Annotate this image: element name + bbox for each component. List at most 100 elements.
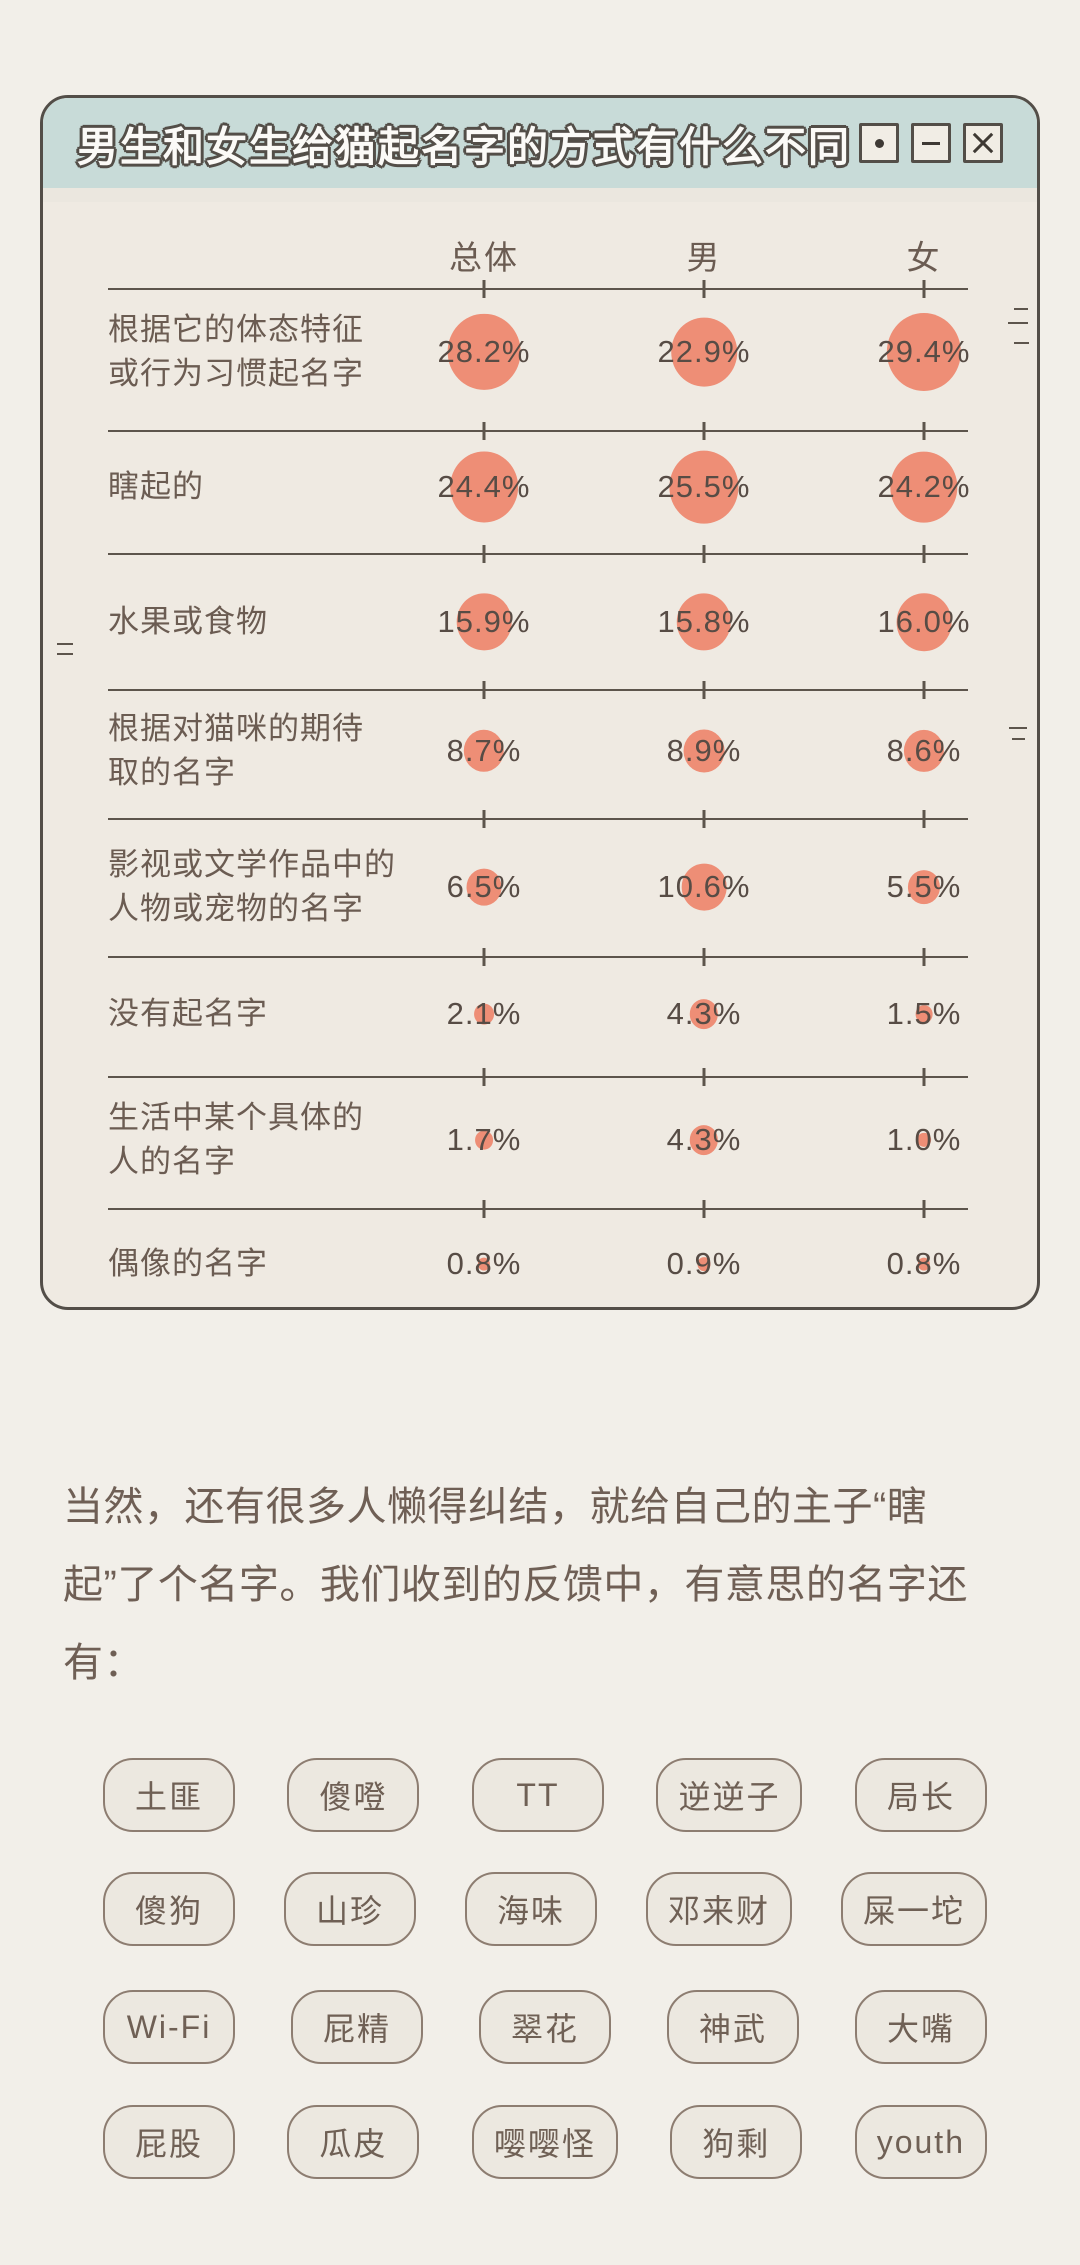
divider-tick [702,1068,706,1086]
name-tag-pill: 翠花 [479,1990,611,2064]
data-value-label: 8.9% [666,733,742,768]
window-close-button[interactable] [963,123,1003,163]
row-divider [108,430,968,432]
name-tag-pill: youth [854,2105,987,2179]
data-bubble [697,1257,711,1271]
row-divider [108,1208,968,1210]
data-value-label: 1.5% [886,996,962,1031]
name-tag-pill: 屁股 [103,2105,235,2179]
data-value-label: 16.0% [877,604,971,639]
divider-tick [702,810,706,828]
divider-tick [482,1200,486,1218]
name-tag-pill: 屁精 [291,1990,423,2064]
column-header-2: 男 [686,239,722,276]
data-bubble [671,317,737,387]
divider-tick [702,948,706,966]
name-tag-row: Wi-Fi 屁精 翠花 神武 大嘴 [103,1990,987,2064]
data-value-label: 4.3% [666,996,742,1031]
data-bubble [683,729,725,773]
data-value-label: 28.2% [437,334,531,369]
name-tag-pill: TT [471,1758,604,1832]
divider-tick [702,1200,706,1218]
name-tag-pill: 傻狗 [103,1872,235,1946]
name-tag-pill: 傻噔 [287,1758,420,1832]
data-bubble [915,1005,933,1023]
name-tag-pill: 狗剩 [670,2105,803,2179]
name-tag-pill: 邓来财 [645,1872,792,1946]
row-divider [108,818,968,820]
body-text: 当然，还有很多人懒得纠结，就给自己的主子“瞎起”了个名字。我们收到的反馈中，有意… [63,1485,968,1685]
row-label: 生活中某个具体的 人的名字 [108,1100,364,1179]
name-tag-pill: 屎一坨 [840,1872,987,1946]
sketch-mark [57,653,73,655]
data-value-label: 15.8% [657,604,751,639]
data-bubble [886,313,962,391]
data-bubble [463,729,505,773]
data-bubble [890,451,958,523]
window-dot-button[interactable] [859,123,899,163]
name-tag-pill: 大嘴 [855,1990,987,2064]
data-value-label: 10.6% [657,869,751,904]
data-bubble [917,1132,931,1148]
divider-tick [702,545,706,563]
data-value-label: 1.7% [446,1122,522,1157]
row-divider [108,553,968,555]
divider-tick [482,810,486,828]
name-tag-pill: 山珍 [283,1872,416,1946]
data-value-label: 0.8% [446,1246,522,1281]
data-value-label: 4.3% [666,1122,742,1157]
data-bubble [676,593,732,651]
divider-tick [922,1200,926,1218]
divider-tick [482,422,486,440]
divider-tick [922,948,926,966]
sketch-mark [1012,738,1025,740]
data-value-label: 1.0% [886,1122,962,1157]
divider-tick [922,280,926,298]
minus-icon [922,141,940,145]
data-bubble [466,868,502,906]
row-label: 影视或文学作品中的 人物或宠物的名字 [108,847,396,926]
divider-tick [922,545,926,563]
window-title: 男生和女生给猫起名字的方式有什么不同 [77,124,851,170]
window-titlebar: 男生和女生给猫起名字的方式有什么不同 [43,98,1037,188]
data-bubble [475,1130,493,1150]
divider-tick [702,280,706,298]
data-value-label: 22.9% [657,334,751,369]
data-value-label: 25.5% [657,469,751,504]
data-value-label: 8.7% [446,733,522,768]
data-bubble [456,593,512,651]
divider-tick [482,280,486,298]
name-tag-row: 土匪 傻噔 TT 逆逆子 局长 [103,1758,987,1832]
divider-tick [702,422,706,440]
data-value-label: 2.1% [446,996,522,1031]
data-bubble [896,593,952,651]
row-divider [108,1076,968,1078]
divider-tick [482,681,486,699]
row-label: 瞎起的 [108,469,204,504]
window-minimize-button[interactable] [911,123,951,163]
name-tag-pill: 瓜皮 [287,2105,420,2179]
row-label: 没有起名字 [108,996,268,1031]
divider-tick [922,681,926,699]
divider-tick [482,948,486,966]
row-divider [108,956,968,958]
row-label: 偶像的名字 [108,1246,268,1281]
data-bubble [477,1257,491,1271]
data-value-label: 8.6% [886,733,962,768]
column-header-3: 女 [906,239,942,276]
data-bubble [689,999,719,1029]
name-tag-pill: 局长 [854,1758,987,1832]
name-tag-row: 傻狗 山珍 海味 邓来财 屎一坨 [103,1872,987,1946]
data-value-label: 24.2% [877,469,971,504]
divider-tick [922,1068,926,1086]
divider-tick [482,1068,486,1086]
row-divider [108,288,968,290]
data-bubble [474,1003,494,1025]
titlebar-strip [43,188,1037,202]
data-bubble [669,450,739,524]
data-bubble [689,1125,719,1155]
bubble-chart: 总体 男 女根据它的体态特征 或行为习惯起名字 28.2% 22.9% 29.4% 瞎起的 2… [43,202,1037,1307]
data-value-label: 6.5% [446,869,522,904]
data-value-label: 15.9% [437,604,531,639]
row-label: 水果或食物 [108,604,268,639]
